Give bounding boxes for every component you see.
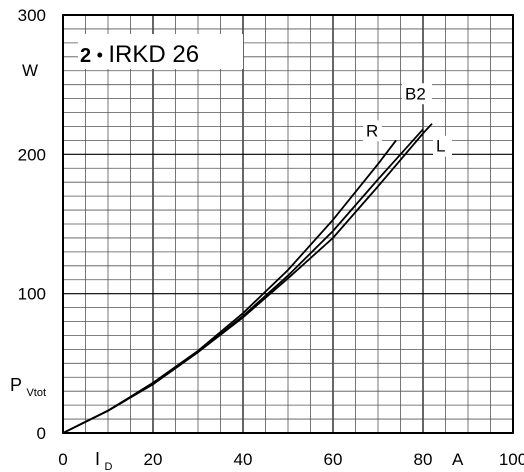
series-label-background <box>433 135 452 157</box>
y-axis-unit: W <box>22 61 38 80</box>
y-tick-label: 100 <box>18 285 46 304</box>
series-label-r: R <box>366 121 378 140</box>
x-tick-label: 100 <box>499 450 524 469</box>
tick-labels: 0 20 40 60 80 100 0 100 200 300 <box>18 6 524 469</box>
device-name: IRKD 26 <box>108 41 199 68</box>
device-bullet: • <box>97 45 103 65</box>
series-label-background <box>402 83 432 105</box>
series-line-l <box>62 123 433 434</box>
x-tick-label: 0 <box>58 450 67 469</box>
plot-frame <box>62 14 514 434</box>
series-line-r <box>62 139 397 434</box>
x-axis-symbol: I <box>95 449 100 469</box>
series-label-background <box>363 120 382 142</box>
series-label-l: L <box>436 137 445 156</box>
y-tick-label: 0 <box>37 424 46 443</box>
x-axis-label: I D <box>95 449 112 472</box>
y-tick-label: 300 <box>18 6 46 25</box>
x-axis-subscript: D <box>104 461 112 472</box>
series-layer: R B2 L <box>62 83 452 434</box>
x-tick-label: 60 <box>324 450 343 469</box>
y-tick-label: 200 <box>18 145 46 164</box>
y-axis-label: P Vtot <box>10 375 46 399</box>
x-tick-label: 20 <box>144 450 163 469</box>
device-label: 2 • IRKD 26 <box>80 41 199 68</box>
x-tick-label: 80 <box>414 450 433 469</box>
grid <box>62 14 514 434</box>
x-tick-label: 40 <box>234 450 253 469</box>
device-label-box <box>78 34 243 69</box>
series-label-b2: B2 <box>405 84 426 103</box>
y-axis-subscript: Vtot <box>26 387 46 399</box>
device-prefix: 2 <box>80 45 91 67</box>
x-axis-unit: A <box>452 450 464 469</box>
y-axis-symbol: P <box>10 375 22 395</box>
